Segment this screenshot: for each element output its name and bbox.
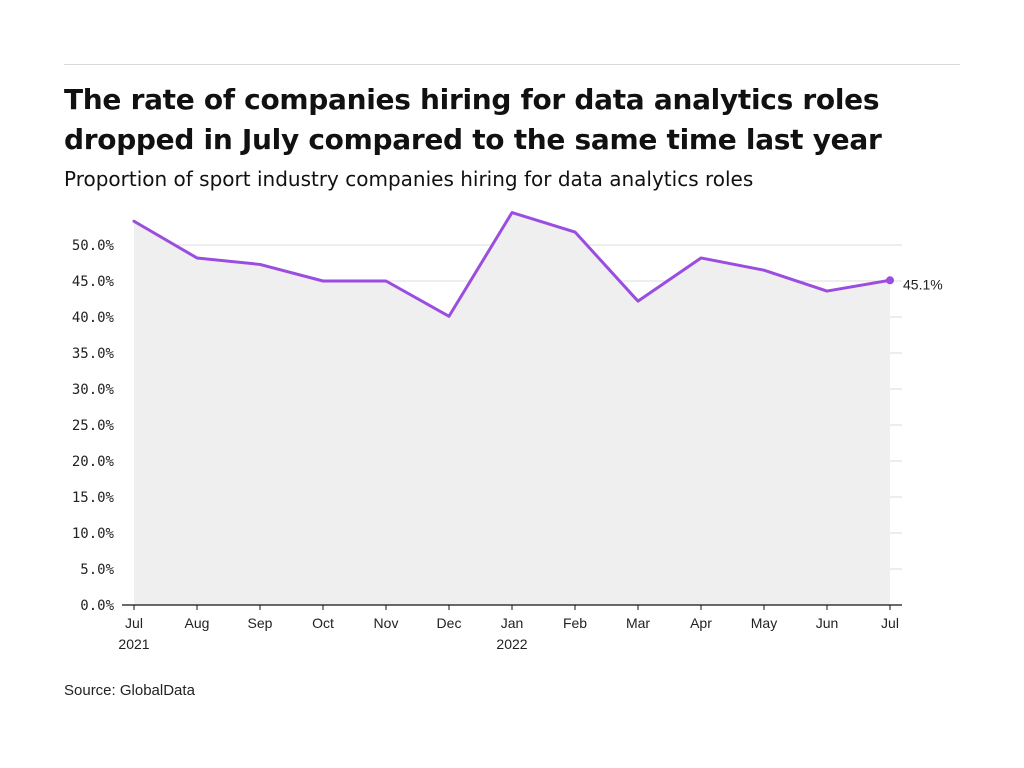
y-tick-label: 15.0%: [72, 490, 115, 506]
x-tick-label: Aug: [185, 615, 210, 631]
x-tick-label: Apr: [690, 615, 712, 631]
x-tick-label: Sep: [248, 615, 273, 631]
y-tick-label: 0.0%: [80, 598, 114, 614]
area-fill: [134, 212, 890, 605]
x-tick-label: Jan: [501, 615, 524, 631]
x-tick-label: May: [751, 615, 777, 631]
y-axis-tick-labels: 0.0% 5.0% 10.0% 15.0% 20.0% 25.0% 30.0% 35.0% 40…: [72, 238, 115, 614]
y-tick-label: 45.0%: [72, 274, 115, 290]
x-year-label: 2022: [496, 636, 527, 652]
y-tick-label: 20.0%: [72, 454, 115, 470]
chart-title-line-2: dropped in July compared to the same tim…: [64, 123, 882, 156]
data-point: [886, 276, 894, 285]
x-tick-label: Jul: [125, 615, 143, 631]
series-line: [132, 211, 892, 318]
source-note: Source: GlobalData: [64, 682, 195, 699]
y-tick-label: 10.0%: [72, 526, 115, 542]
x-tick-label: Nov: [374, 615, 399, 631]
x-axis-tick-labels: Jul 2021 Aug Sep Oct Nov Dec Jan 2022 Feb Mar Apr Ma…: [118, 615, 899, 652]
last-value-label: 45.1%: [903, 276, 943, 292]
x-tick-label: Jul: [881, 615, 899, 631]
chart-title-line-1: The rate of companies hiring for data an…: [64, 83, 880, 116]
data-points: [886, 276, 894, 285]
y-tick-label: 35.0%: [72, 346, 115, 362]
y-tick-label: 50.0%: [72, 238, 115, 254]
x-tick-label: Mar: [626, 615, 650, 631]
y-tick-label: 40.0%: [72, 310, 115, 326]
top-divider: [64, 64, 960, 65]
x-tick-label: Oct: [312, 615, 334, 631]
chart-title: The rate of companies hiring for data an…: [64, 80, 964, 160]
x-tick-label: Feb: [563, 615, 587, 631]
chart-subtitle: Proportion of sport industry companies h…: [64, 167, 754, 191]
y-tick-label: 5.0%: [80, 562, 114, 578]
x-year-label: 2021: [118, 636, 149, 652]
x-tick-label: Jun: [816, 615, 839, 631]
x-axis-ticks: [133, 605, 891, 610]
x-tick-label: Dec: [437, 615, 462, 631]
y-tick-label: 30.0%: [72, 382, 115, 398]
y-tick-label: 25.0%: [72, 418, 115, 434]
